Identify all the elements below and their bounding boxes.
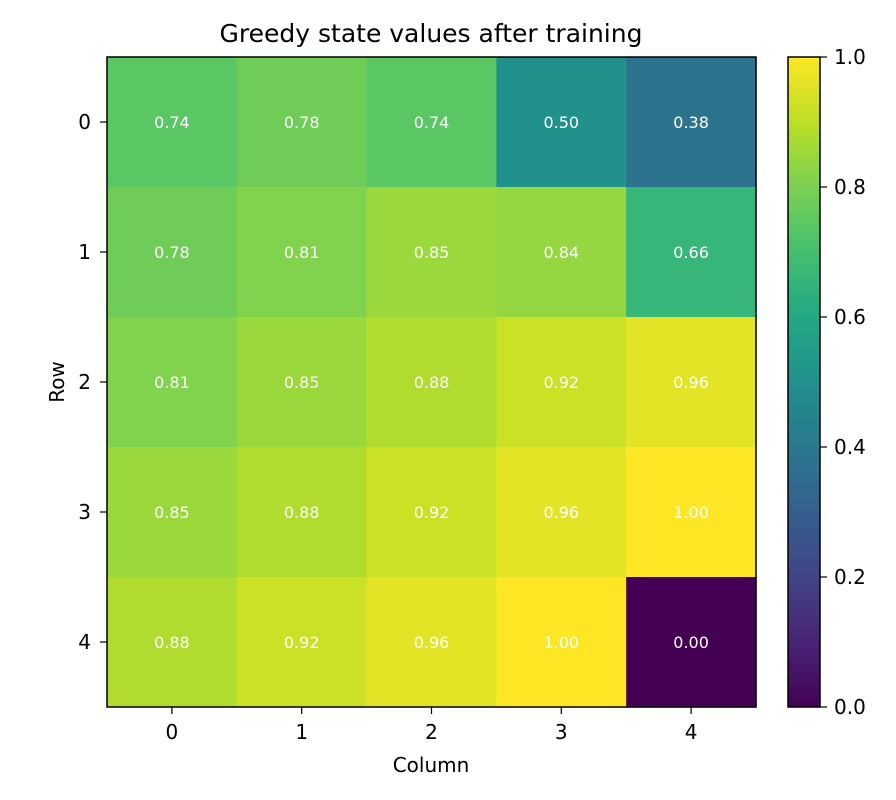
colorbar-tick-label-0: 0.0 xyxy=(834,695,866,719)
cell-value-label-r3-c1: 0.88 xyxy=(284,503,320,522)
heatmap-cell-r2-c2 xyxy=(366,317,497,448)
heatmap-cell-r1-c2 xyxy=(366,187,497,318)
cell-value-label-r1-c2: 0.85 xyxy=(414,243,450,262)
cell-value-label-r4-c0: 0.88 xyxy=(154,633,190,652)
cell-value-label-r2-c4: 0.96 xyxy=(673,373,709,392)
heatmap-cell-r1-c1 xyxy=(236,187,368,318)
cell-value-label-r2-c2: 0.88 xyxy=(414,373,450,392)
heatmap-cell-r3-c3 xyxy=(496,447,627,578)
cell-value-label-r4-c3: 1.00 xyxy=(543,633,579,652)
heatmap-cell-r1-c3 xyxy=(496,187,627,318)
cell-value-label-r0-c3: 0.50 xyxy=(543,113,579,132)
x-tick-label-0: 0 xyxy=(166,720,179,744)
cell-value-label-r0-c2: 0.74 xyxy=(414,113,450,132)
heatmap-cells xyxy=(107,57,757,708)
y-axis-label: Row xyxy=(45,361,69,403)
y-tick-label-1: 1 xyxy=(78,240,91,264)
y-tick-label-0: 0 xyxy=(78,110,91,134)
heatmap-cell-r3-c2 xyxy=(366,447,497,578)
heatmap-cell-r4-c4 xyxy=(626,577,757,708)
colorbar-tick-label-3: 0.6 xyxy=(834,305,866,329)
cell-value-label-r2-c3: 0.92 xyxy=(543,373,579,392)
y-tick-label-4: 4 xyxy=(78,630,91,654)
y-axis-ticks: 0 1 2 3 4 xyxy=(78,110,107,654)
x-tick-label-1: 1 xyxy=(295,720,308,744)
y-tick-label-3: 3 xyxy=(78,500,91,524)
cell-value-label-r2-c0: 0.81 xyxy=(154,373,190,392)
colorbar-ticks: 0.0 0.2 0.4 0.6 0.8 1.0 xyxy=(820,45,866,719)
cell-value-label-r2-c1: 0.85 xyxy=(284,373,320,392)
y-tick-label-2: 2 xyxy=(78,370,91,394)
cell-value-label-r0-c0: 0.74 xyxy=(154,113,190,132)
heatmap-cell-r3-c1 xyxy=(236,447,368,578)
heatmap-cell-r2-c1 xyxy=(236,317,368,448)
cell-value-label-r3-c2: 0.92 xyxy=(414,503,450,522)
heatmap-cell-r2-c3 xyxy=(496,317,627,448)
heatmap-cell-r4-c0 xyxy=(107,577,238,708)
colorbar-tick-label-5: 1.0 xyxy=(834,45,866,69)
heatmap-cell-r2-c4 xyxy=(626,317,757,448)
colorbar xyxy=(787,56,821,708)
colorbar-tick-label-2: 0.4 xyxy=(834,435,866,459)
cell-value-label-r4-c4: 0.00 xyxy=(673,633,709,652)
heatmap-cell-r0-c0 xyxy=(107,57,238,188)
cell-value-label-r1-c1: 0.81 xyxy=(284,243,320,262)
x-tick-label-3: 3 xyxy=(555,720,568,744)
heatmap-cell-r1-c0 xyxy=(107,187,238,318)
heatmap-cell-labels: 0.74 0.78 0.74 0.50 0.38 0.78 0.81 0.85 0.84 0.66… xyxy=(154,113,709,652)
heatmap-cell-r2-c0 xyxy=(107,317,238,448)
x-tick-label-4: 4 xyxy=(685,720,698,744)
heatmap-cell-r4-c1 xyxy=(236,577,368,708)
x-axis-ticks: 0 1 2 3 4 xyxy=(166,707,698,744)
heatmap-cell-r0-c2 xyxy=(366,57,497,188)
heatmap-cell-r0-c3 xyxy=(496,57,627,188)
heatmap-cell-r4-c2 xyxy=(366,577,497,708)
cell-value-label-r1-c0: 0.78 xyxy=(154,243,190,262)
heatmap-cell-r1-c4 xyxy=(626,187,757,318)
cell-value-label-r3-c0: 0.85 xyxy=(154,503,190,522)
heatmap-cell-r3-c4 xyxy=(626,447,757,578)
heatmap-cell-r4-c3 xyxy=(496,577,627,708)
heatmap-cell-r3-c0 xyxy=(107,447,238,578)
cell-value-label-r0-c4: 0.38 xyxy=(673,113,709,132)
cell-value-label-r1-c3: 0.84 xyxy=(543,243,579,262)
cell-value-label-r4-c2: 0.96 xyxy=(414,633,450,652)
heatmap-cell-r0-c1 xyxy=(236,57,368,188)
colorbar-tick-label-4: 0.8 xyxy=(834,175,866,199)
cell-value-label-r0-c1: 0.78 xyxy=(284,113,320,132)
cell-value-label-r3-c4: 1.00 xyxy=(673,503,709,522)
x-tick-label-2: 2 xyxy=(425,720,438,744)
cell-value-label-r3-c3: 0.96 xyxy=(543,503,579,522)
chart-title: Greedy state values after training xyxy=(220,19,643,48)
cell-value-label-r1-c4: 0.66 xyxy=(673,243,709,262)
x-axis-label: Column xyxy=(393,753,470,777)
heatmap-cell-r0-c4 xyxy=(626,57,757,188)
colorbar-tick-label-1: 0.2 xyxy=(834,565,866,589)
cell-value-label-r4-c1: 0.92 xyxy=(284,633,320,652)
